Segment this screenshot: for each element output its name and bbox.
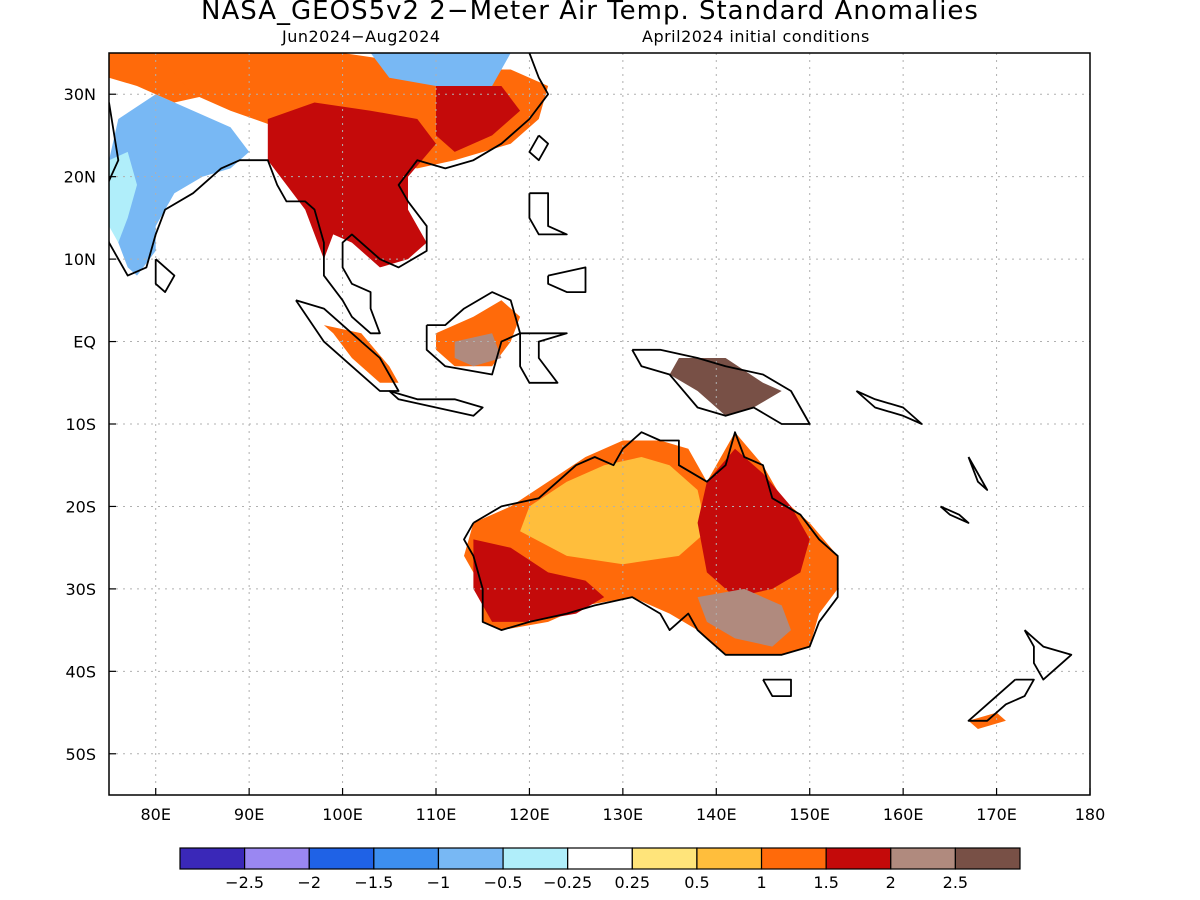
anomaly-region-southeast-china-hot [436,86,521,152]
forecast-period: Jun2024−Aug2024 [282,27,441,46]
coastline-java [388,390,484,417]
lat-label: 50S [65,745,96,764]
longitude-labels: 80E 90E 100E 110E 120E 130E 140E 150E 160E 170E 18… [140,788,1105,824]
colorbar-label: 0.25 [614,873,650,892]
anomaly-region-australia-east-hot [697,448,810,598]
coastline-sri-lanka [154,258,176,294]
coastline-new-zealand-north [1023,629,1073,681]
coastline-new-caledonia [939,505,970,524]
coastline-australia [463,431,839,656]
colorbar-label: −2 [297,873,321,892]
colorbar-swatch [825,847,892,870]
colorbar-swatch [760,847,827,870]
colorbar-label: 2.5 [943,873,968,892]
colorbar-label: −0.25 [543,873,592,892]
coastline-sulawesi [519,332,568,384]
lon-label: 110E [416,805,457,824]
colorbar-label: 1.5 [813,873,838,892]
colorbar-swatch [502,847,569,870]
lon-label: 120E [509,805,550,824]
lon-label: 160E [883,805,924,824]
lon-label: 90E [234,805,264,824]
map-title: NASA_GEOS5v2 2−Meter Air Temp. Standard … [201,0,979,26]
initial-conditions: April2024 initial conditions [642,27,870,46]
coastline-philippines-mindanao [547,266,587,294]
lat-label: 40S [65,662,96,681]
anomaly-region-australia-southeast-brown [697,588,791,647]
coastline-sumatra [295,299,400,392]
colorbar-label: −1 [427,873,451,892]
coastline-vanuatu [967,456,989,491]
colorbar-swatch [244,847,310,870]
coastline-philippines-luzon [528,192,568,236]
colorbar-label: −1.5 [354,873,393,892]
colorbar-label: 1 [756,873,766,892]
colorbar-label: −0.5 [484,873,523,892]
lon-label: 170E [976,805,1017,824]
colorbar-swatch [954,847,1021,870]
colorbar-label: 2 [886,873,896,892]
lon-label: 140E [696,805,737,824]
colorbar-label: 0.5 [684,873,709,892]
coastlines [109,53,1073,722]
lon-label: 80E [140,805,170,824]
anomaly-region-australia-west-hot [473,539,605,622]
lat-label: 20S [65,497,96,516]
lat-label: 30S [65,580,96,599]
anomaly-region-india-light [109,151,137,243]
coastline-india-coast [109,53,549,335]
anomaly-region-sumatra-warm [323,325,399,383]
colorbar-swatch [437,847,504,870]
coastline-tasmania [762,678,792,697]
colorbar-swatch [179,847,246,870]
anomaly-region-australia-interior [520,457,707,565]
colorbar-swatch [696,847,763,870]
anomaly-regions [109,53,1006,729]
coastline-new-zealand-south [967,678,1035,722]
coastline-taiwan [528,134,549,162]
colorbar-swatch [373,847,440,870]
latitude-labels: 30N 20N 10N EQ 10S 20S 30S 40S 50S [64,85,116,764]
anomaly-region-indochina-hot [267,102,436,268]
lat-label: 30N [64,85,96,104]
colorbar-label: −2.5 [225,873,264,892]
lon-label: 100E [322,805,363,824]
lat-label: 20N [64,168,96,187]
colorbar-swatch [890,847,956,870]
colorbar-swatch [567,847,633,870]
coastline-new-guinea [631,348,811,425]
colorbar-swatch [631,847,698,870]
lon-label: 150E [789,805,830,824]
lat-label: 10N [64,250,96,269]
colorbar-swatch [308,847,375,870]
anomaly-region-png-dark [669,358,782,416]
colorbar: −2.5 −2 −1.5 −1 −0.5 −0.25 0.25 0.5 1 1.5 2 2.5 [179,847,1021,892]
anomaly-region-india-cool [109,94,250,276]
anomaly-region-india-north-warm [109,53,212,103]
lon-label: 130E [603,805,644,824]
lon-label: 180 [1075,805,1106,824]
lat-label: EQ [73,333,96,352]
lat-label: 10S [65,415,96,434]
coastline-solomon-islands [855,390,923,425]
anomaly-region-asia-cool-north [370,53,511,86]
